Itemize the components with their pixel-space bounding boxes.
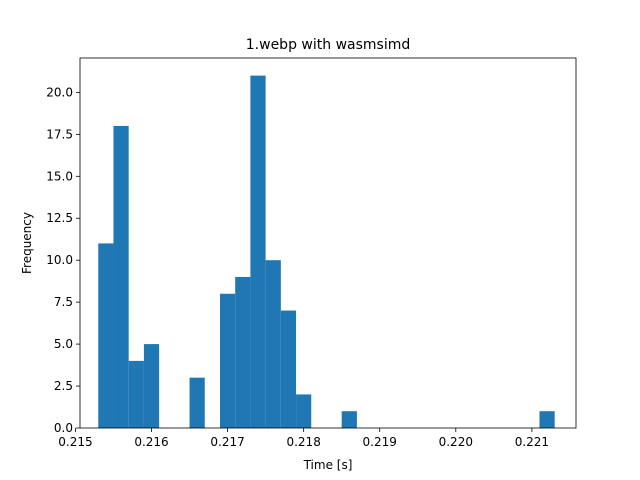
x-tick-label: 0.215 — [58, 435, 92, 449]
histogram-bar-11 — [265, 260, 281, 428]
y-tick-label: 20.0 — [46, 85, 73, 99]
histogram-bar-29 — [539, 411, 555, 428]
x-tick-label: 0.221 — [515, 435, 549, 449]
x-tick-label: 0.218 — [286, 435, 320, 449]
histogram-bar-10 — [250, 75, 266, 429]
y-tick-label: 5.0 — [54, 337, 73, 351]
chart-title: 1.webp with wasmsimd — [246, 37, 410, 53]
histogram-bars — [98, 75, 555, 429]
x-tick-label: 0.220 — [439, 435, 473, 449]
y-tick-label: 0.0 — [54, 421, 73, 435]
y-tick-label: 17.5 — [46, 127, 73, 141]
plot-area-background — [80, 58, 576, 428]
histogram-bar-2 — [128, 360, 144, 428]
y-axis-label: Frequency — [20, 212, 34, 274]
histogram-bar-16 — [341, 411, 357, 428]
histogram-bar-13 — [296, 394, 312, 428]
y-axis-ticks: 0.0 2.5 5.0 7.5 10.0 12.5 15.0 17.5 20.0 — [46, 85, 80, 435]
plot-frame — [79, 57, 577, 429]
y-tick-label: 10.0 — [46, 253, 73, 267]
x-tick-label: 0.219 — [363, 435, 397, 449]
y-tick-label: 2.5 — [54, 379, 73, 393]
x-axis-label: Time [s] — [303, 458, 353, 472]
histogram-bar-8 — [219, 293, 236, 428]
x-tick-label: 0.217 — [210, 435, 244, 449]
x-axis-ticks: 0.215 0.216 0.217 0.218 0.219 0.220 0.221 — [58, 428, 549, 449]
histogram-bar-1 — [113, 125, 129, 429]
y-tick-label: 12.5 — [46, 211, 73, 225]
y-tick-label: 15.0 — [46, 169, 73, 183]
histogram-bar-6 — [189, 377, 205, 428]
histogram-bar-9 — [235, 276, 251, 428]
x-tick-label: 0.216 — [134, 435, 168, 449]
histogram-bar-3 — [143, 344, 160, 428]
histogram-bar-12 — [280, 310, 297, 428]
y-tick-label: 7.5 — [54, 295, 73, 309]
histogram-bar-0 — [98, 243, 114, 428]
